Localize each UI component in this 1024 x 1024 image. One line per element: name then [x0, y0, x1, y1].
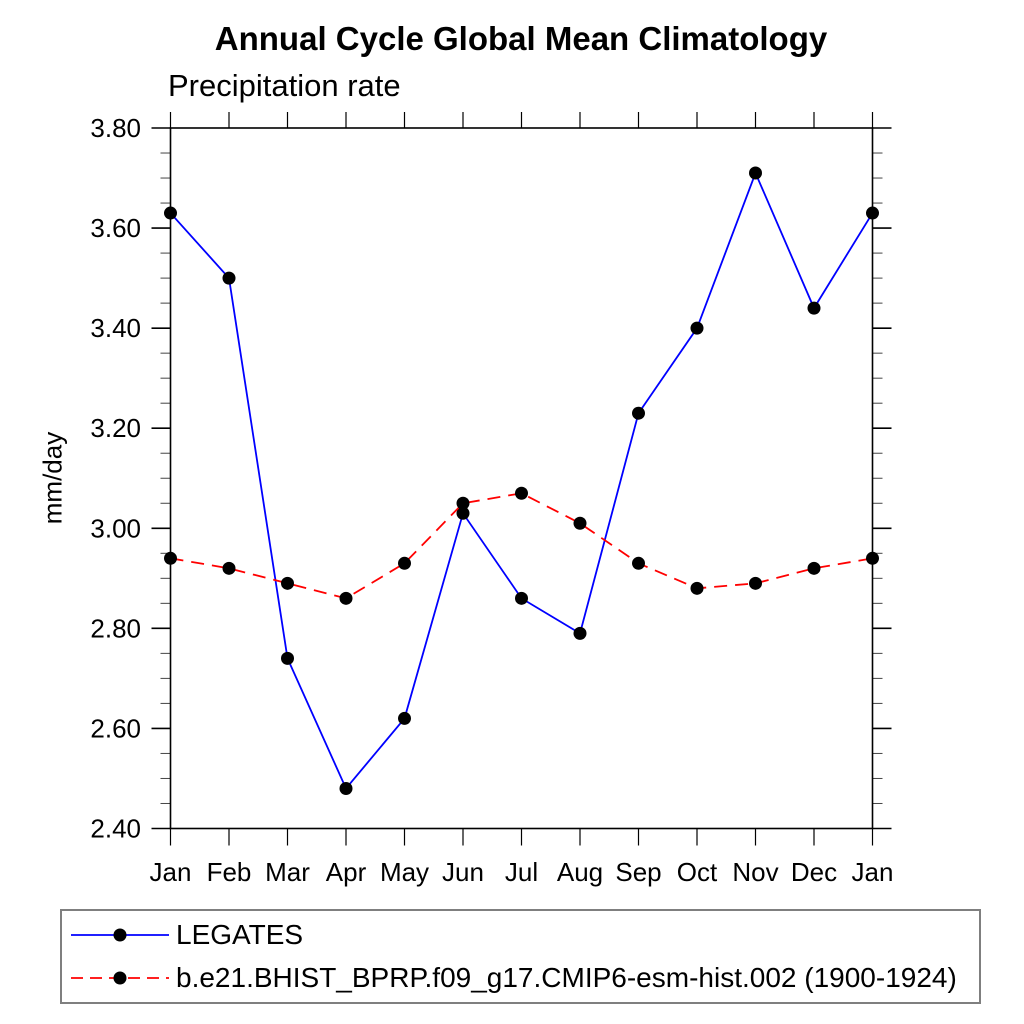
- data-point-model: [690, 581, 704, 595]
- data-point-legates: [749, 166, 762, 180]
- y-tick-label: 3.40: [90, 313, 141, 343]
- data-point-model: [281, 576, 294, 590]
- legend-line-sample-model: [71, 971, 169, 985]
- legend-item-legates: LEGATES: [67, 915, 979, 955]
- chart-title: Annual Cycle Global Mean Climatology: [214, 20, 828, 57]
- data-point-legates: [632, 406, 645, 420]
- x-tick-label: Jan: [852, 857, 894, 887]
- plot-frame: [169, 127, 874, 830]
- y-tick-label: 2.60: [90, 713, 141, 743]
- y-tick-label: 3.00: [90, 513, 141, 543]
- data-point-model: [866, 551, 879, 565]
- x-tick-label: May: [380, 857, 429, 887]
- y-tick-label: 3.60: [90, 213, 141, 243]
- x-tick-label: Oct: [677, 857, 718, 887]
- data-point-model: [807, 561, 821, 575]
- data-point-model: [632, 556, 645, 570]
- data-point-legates: [398, 711, 411, 725]
- legates-line: [169, 170, 874, 791]
- legend-label-legates: LEGATES: [176, 918, 304, 950]
- data-point-model: [749, 576, 762, 590]
- y-tick-label: 3.20: [90, 413, 141, 443]
- data-point-legates: [339, 781, 353, 795]
- x-tick-label: Jan: [150, 857, 192, 887]
- x-tick-label: Dec: [791, 857, 837, 887]
- data-point-legates: [222, 271, 236, 285]
- legend: LEGATES b.e21.BHIST_BPRP.f09_g17.CMIP6-e…: [60, 909, 981, 1004]
- x-tick-label: Mar: [265, 857, 310, 887]
- data-point-legates: [690, 321, 704, 335]
- legend-marker-icon: [113, 971, 127, 985]
- data-point-legates: [573, 626, 587, 640]
- data-point-legates: [281, 651, 294, 665]
- legend-item-model: b.e21.BHIST_BPRP.f09_g17.CMIP6-esm-hist.…: [67, 958, 979, 998]
- data-point-legates: [807, 301, 821, 315]
- y-tick-label: 2.40: [90, 814, 141, 844]
- legend-label-model: b.e21.BHIST_BPRP.f09_g17.CMIP6-esm-hist.…: [176, 962, 957, 994]
- data-point-model: [398, 556, 411, 570]
- x-tick-label: Nov: [732, 857, 778, 887]
- x-tick-label: Jun: [442, 857, 484, 887]
- x-tick-label: Apr: [326, 857, 367, 887]
- x-tick-label: Feb: [207, 857, 252, 887]
- y-tick-label: 3.80: [90, 113, 141, 143]
- data-point-legates: [456, 506, 470, 520]
- data-point-legates: [866, 206, 879, 220]
- data-point-model: [164, 551, 177, 565]
- data-point-legates: [515, 591, 528, 605]
- data-point-model: [222, 561, 236, 575]
- y-tick-label: 2.80: [90, 613, 141, 643]
- data-point-model: [339, 591, 353, 605]
- legend-marker-icon: [113, 928, 127, 942]
- legend-line-sample-legates: [71, 928, 169, 942]
- data-point-model: [573, 516, 587, 530]
- data-point-legates: [164, 206, 177, 220]
- x-tick-label: Sep: [615, 857, 661, 887]
- x-tick-label: Jul: [505, 857, 538, 887]
- data-point-model: [515, 486, 528, 500]
- data-point-model: [456, 496, 470, 510]
- x-tick-label: Aug: [557, 857, 603, 887]
- chart-left-subtitle: Precipitation rate: [168, 68, 401, 103]
